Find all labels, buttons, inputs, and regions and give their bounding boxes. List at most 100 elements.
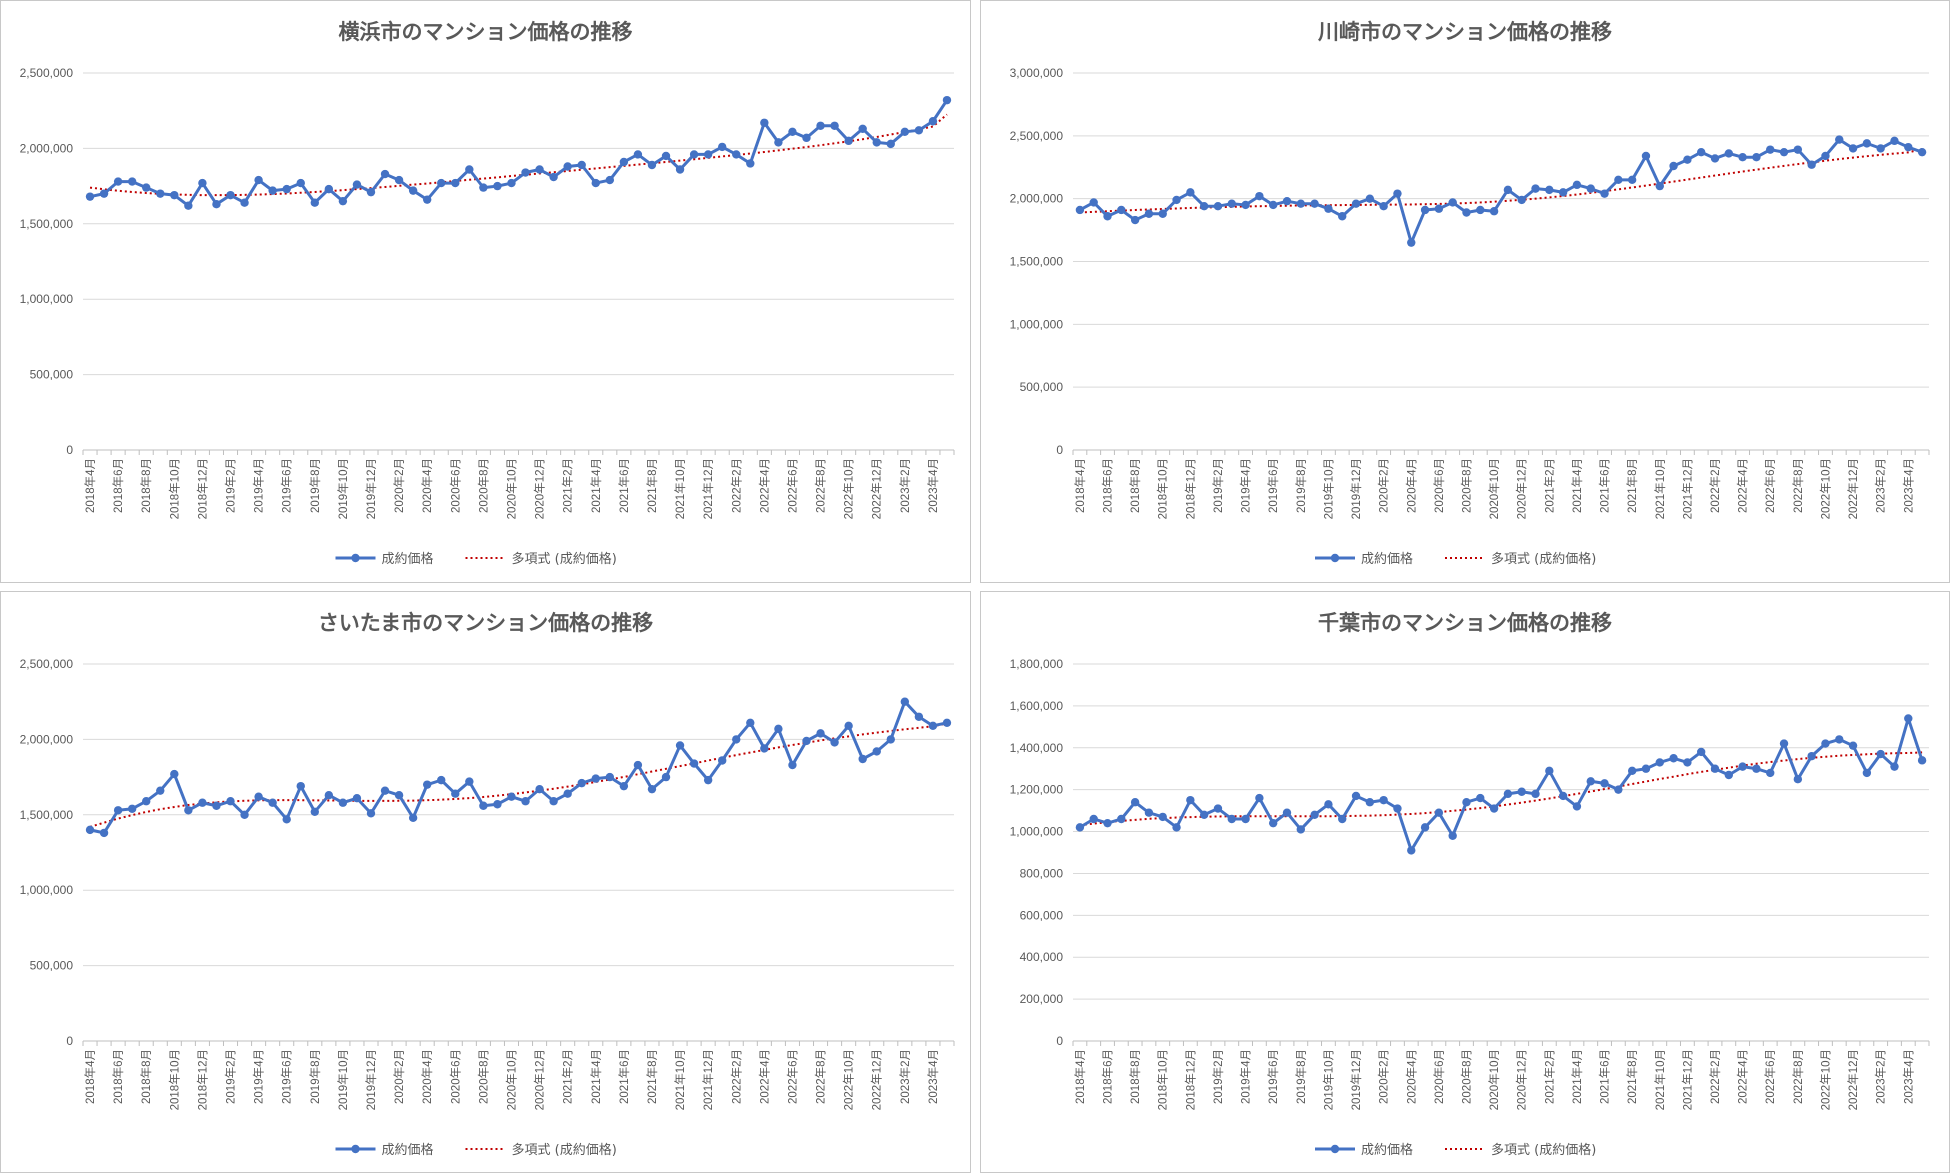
y-tick-label: 2,500,000 bbox=[20, 66, 74, 80]
data-point bbox=[184, 201, 193, 210]
data-point bbox=[113, 806, 123, 815]
data-point bbox=[184, 806, 193, 815]
x-tick-label: 2021年8月 bbox=[1625, 1049, 1639, 1104]
x-tick-label: 2019年2月 bbox=[1211, 458, 1225, 513]
data-point bbox=[1904, 714, 1913, 723]
data-point bbox=[254, 792, 263, 801]
data-point bbox=[212, 801, 221, 810]
data-point bbox=[1158, 209, 1167, 218]
data-point bbox=[296, 178, 305, 188]
data-point bbox=[1255, 191, 1264, 201]
data-point bbox=[521, 797, 530, 806]
x-tick-label: 2023年2月 bbox=[1874, 458, 1888, 513]
data-point bbox=[479, 801, 488, 810]
data-point bbox=[268, 798, 277, 807]
data-point bbox=[226, 190, 235, 200]
data-point bbox=[366, 187, 376, 197]
x-tick-label: 2019年8月 bbox=[1294, 1049, 1308, 1104]
data-point bbox=[1476, 205, 1485, 215]
data-point bbox=[212, 199, 221, 209]
data-point bbox=[1572, 180, 1582, 190]
x-tick-label: 2020年8月 bbox=[476, 458, 490, 513]
data-point bbox=[1310, 810, 1319, 819]
data-point bbox=[1448, 198, 1457, 207]
x-tick-label: 2022年2月 bbox=[729, 1049, 743, 1104]
data-point bbox=[324, 790, 334, 800]
data-point bbox=[1268, 818, 1278, 828]
x-tick-label: 2018年8月 bbox=[1128, 1049, 1142, 1104]
y-tick-label: 2,000,000 bbox=[20, 141, 74, 155]
data-point bbox=[1213, 804, 1223, 813]
chart-title: 横浜市のマンション価格の推移 bbox=[339, 20, 633, 44]
data-point bbox=[1586, 184, 1595, 193]
x-tick-label: 2022年2月 bbox=[1708, 1049, 1722, 1104]
data-point bbox=[1158, 812, 1167, 822]
data-point bbox=[1489, 207, 1499, 216]
legend-label-series: 成約価格 bbox=[1361, 551, 1413, 567]
data-point bbox=[1793, 145, 1803, 154]
series-line bbox=[1079, 716, 1924, 852]
data-point bbox=[1696, 747, 1706, 757]
x-tick-label: 2022年12月 bbox=[1846, 1049, 1860, 1110]
data-point bbox=[437, 775, 446, 785]
data-point bbox=[422, 780, 432, 789]
data-point bbox=[1241, 814, 1250, 824]
data-point bbox=[1117, 814, 1126, 824]
x-tick-label: 2022年10月 bbox=[842, 458, 856, 519]
data-point bbox=[942, 95, 952, 105]
x-tick-label: 2023年2月 bbox=[898, 458, 912, 513]
data-point bbox=[1545, 766, 1554, 776]
data-point bbox=[914, 712, 924, 721]
x-tick-label: 2020年6月 bbox=[1432, 458, 1446, 513]
x-tick-label: 2020年4月 bbox=[420, 458, 434, 513]
x-tick-label: 2020年2月 bbox=[1377, 1049, 1391, 1104]
data-point bbox=[900, 127, 910, 137]
series-line bbox=[89, 700, 948, 835]
y-tick-label: 0 bbox=[1056, 1034, 1063, 1048]
x-tick-label: 2021年6月 bbox=[617, 458, 631, 513]
x-tick-label: 2023年2月 bbox=[1874, 1049, 1888, 1104]
data-point bbox=[1766, 145, 1775, 154]
data-point bbox=[844, 721, 853, 731]
x-tick-label: 2020年10月 bbox=[1487, 458, 1501, 519]
data-point bbox=[1351, 199, 1361, 208]
x-tick-label: 2022年4月 bbox=[1736, 458, 1750, 513]
data-point bbox=[479, 183, 488, 192]
data-point bbox=[1627, 175, 1637, 185]
x-tick-label: 2022年8月 bbox=[814, 1049, 828, 1104]
data-point bbox=[746, 718, 755, 728]
x-tick-label: 2018年8月 bbox=[139, 1049, 153, 1104]
data-point bbox=[1282, 196, 1292, 206]
data-point bbox=[1379, 202, 1388, 211]
data-point bbox=[1641, 764, 1651, 773]
data-point bbox=[1904, 142, 1913, 152]
data-point bbox=[1710, 764, 1720, 773]
x-tick-label: 2020年2月 bbox=[392, 458, 406, 513]
data-point bbox=[507, 178, 516, 188]
data-point bbox=[226, 797, 235, 806]
data-point bbox=[703, 150, 713, 159]
data-point bbox=[774, 724, 783, 734]
x-tick-label: 2021年4月 bbox=[1570, 1049, 1584, 1104]
data-point bbox=[1821, 739, 1830, 748]
data-point bbox=[1144, 808, 1154, 817]
x-tick-label: 2021年2月 bbox=[1542, 1049, 1556, 1104]
x-tick-label: 2019年12月 bbox=[1349, 1049, 1363, 1110]
data-point bbox=[282, 815, 291, 824]
data-point bbox=[619, 157, 629, 167]
data-point bbox=[661, 772, 671, 782]
x-tick-label: 2019年4月 bbox=[252, 458, 266, 513]
data-point bbox=[1296, 825, 1306, 834]
data-point bbox=[1821, 151, 1830, 161]
series-line bbox=[1079, 138, 1923, 245]
data-point bbox=[352, 794, 362, 803]
legend-label-trend: 多項式 (成約価格) bbox=[512, 1142, 617, 1158]
x-tick-label: 2019年2月 bbox=[224, 458, 238, 513]
line-chart-chiba: 千葉市のマンション価格の推移 0 200,000 400,000 600,000 800,… bbox=[1010, 611, 1930, 1158]
y-tick-label: 500,000 bbox=[30, 368, 74, 382]
data-point bbox=[1227, 199, 1236, 208]
data-point bbox=[886, 735, 895, 744]
x-tick-label: 2019年4月 bbox=[1239, 458, 1253, 513]
y-tick-label: 400,000 bbox=[1020, 950, 1064, 964]
data-point bbox=[1089, 198, 1098, 207]
